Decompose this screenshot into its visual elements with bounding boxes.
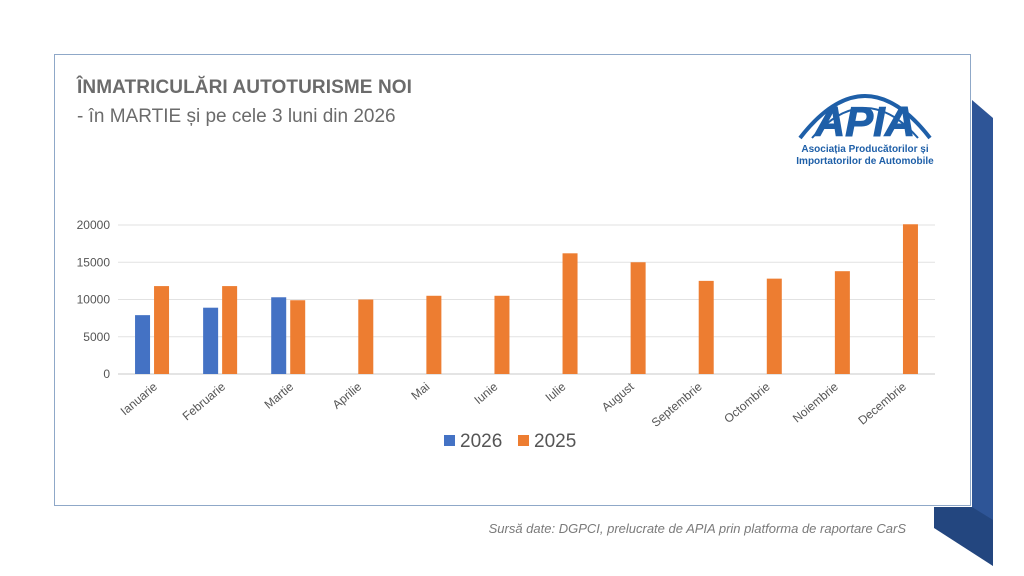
x-tick-label: Octombrie [721,379,773,426]
x-tick-label: August [599,379,637,414]
legend-label-2026: 2026 [460,431,502,452]
bar-2025-septembrie [698,280,714,374]
chart-card [54,54,971,506]
legend-swatch-2026 [444,435,455,446]
y-tick-label: 0 [103,367,110,381]
legend-swatch-2025 [518,435,529,446]
bar-2025-februarie [222,286,238,374]
x-tick-label: Aprilie [330,379,365,411]
chart-subtitle: - în MARTIE și pe cele 3 luni din 2026 [77,106,396,127]
y-tick-label: 15000 [77,255,111,269]
x-tick-label: Septembrie [649,379,705,429]
legend-label-2025: 2025 [534,431,576,452]
bar-2026-februarie [203,307,219,374]
logo-mark: APIA [814,98,915,145]
x-tick-label: Iunie [471,379,500,407]
bar-2026-martie [271,297,287,374]
bar-2025-martie [290,300,306,374]
ribbon-band [972,100,993,566]
x-tick-label: Noiembrie [790,379,841,425]
logo-arch [798,94,932,140]
bar-2025-iulie [562,253,578,374]
bar-2025-ianuarie [154,286,170,374]
y-tick-label: 10000 [77,293,111,307]
x-tick-label: Ianuarie [118,379,160,418]
bar-2025-aprilie [358,299,374,374]
y-tick-label: 20000 [77,218,111,232]
apia-logo: APIA [798,94,932,146]
bar-2025-august [630,262,646,374]
x-tick-label: Februarie [180,379,229,423]
logo-caption: Asociația Producătorilor și Importatoril… [790,144,940,168]
bar-2025-noiembrie [834,271,850,374]
logo-caption-line1: Asociația Producătorilor și [801,144,929,155]
logo-arch-inner [811,107,919,139]
x-tick-label: Decembrie [855,379,909,427]
bar-2025-decembrie [902,224,918,374]
logo-caption-line2: Importatorilor de Automobile [796,156,934,167]
chart-title: ÎNMATRICULĂRI AUTOTURISME NOI [77,77,413,98]
y-tick-label: 5000 [83,330,110,344]
bar-2025-mai [426,295,442,374]
source-note: Sursă date: DGPCI, prelucrate de APIA pr… [488,521,906,536]
x-tick-label: Mai [408,380,432,403]
bar-2025-iunie [494,295,510,374]
bar-2026-ianuarie [135,315,151,374]
ribbon-fold [934,507,993,566]
x-tick-label: Martie [262,379,297,411]
x-tick-label: Iulie [543,379,569,404]
bar-2025-octombrie [766,278,782,374]
